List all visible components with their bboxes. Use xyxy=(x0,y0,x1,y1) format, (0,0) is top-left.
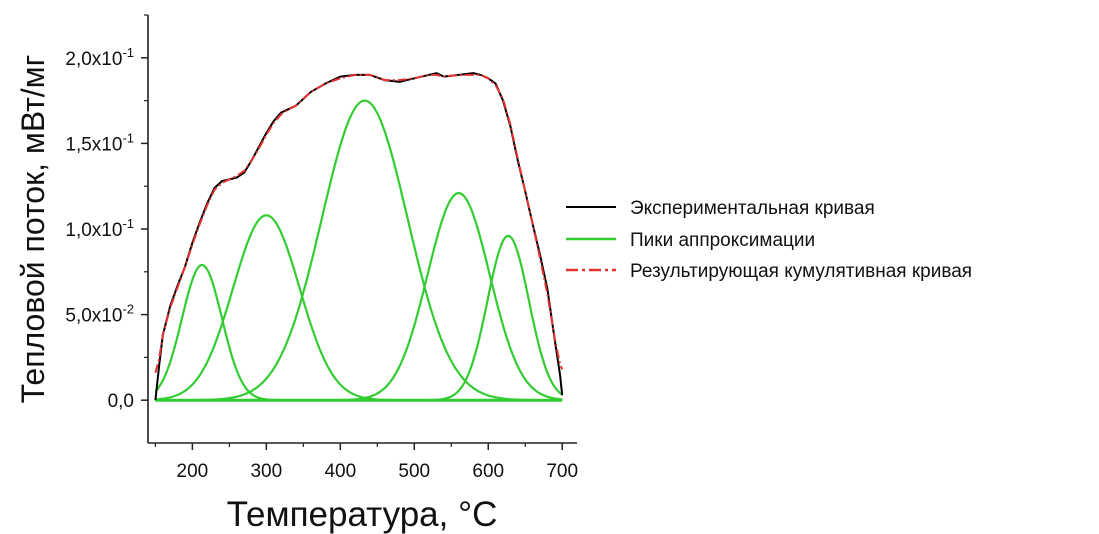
legend-label-experimental: Экспериментальная кривая xyxy=(630,198,875,219)
peak-curve-5 xyxy=(155,234,563,402)
x-tick-label: 600 xyxy=(472,461,504,482)
cumulative-curve xyxy=(154,73,564,374)
x-tick-label: 700 xyxy=(546,461,578,482)
y-axis-title: Тепловой поток, мВт/мг xyxy=(15,55,51,404)
peak-curve-3 xyxy=(155,99,563,402)
legend-label-peaks: Пики аппроксимации xyxy=(630,230,815,251)
experimental-curve xyxy=(154,72,564,401)
x-tick-label: 300 xyxy=(250,461,282,482)
peak-curve-2 xyxy=(155,214,563,402)
x-tick-label: 200 xyxy=(177,461,209,482)
y-tick-label: 0,0 xyxy=(108,391,134,412)
y-tick-label: 2,0x10-1 xyxy=(65,45,134,70)
legend-label-cumulative: Результирующая кумулятивная кривая xyxy=(630,261,972,282)
y-tick-label: 5,0x10-2 xyxy=(65,302,134,327)
y-tick-label: 1,5x10-1 xyxy=(65,130,134,155)
tick-group: 200 300 400 500 600 700 0,0 5,0x10-2 1,0x10-1 1,5… xyxy=(65,14,578,482)
peak-curve-1 xyxy=(154,263,563,402)
legend: Экспериментальная кривая Пики аппроксима… xyxy=(566,198,972,282)
y-tick-label: 1,0x10-1 xyxy=(65,216,134,241)
x-tick-label: 500 xyxy=(398,461,430,482)
x-axis-title: Температура, °C xyxy=(227,495,498,534)
curve-group xyxy=(154,72,564,402)
x-tick-label: 400 xyxy=(324,461,356,482)
